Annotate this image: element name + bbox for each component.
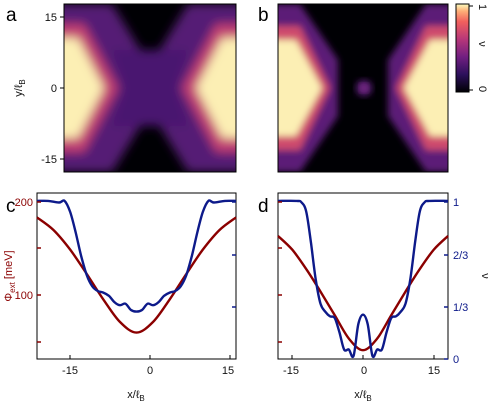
series-line-c-potential — [36, 216, 237, 334]
ytick-a-15: 15 — [45, 12, 57, 24]
colorbar-min-label: 0 — [476, 86, 488, 92]
xtick-d-0: 0 — [361, 365, 367, 377]
line-panel-c: -15 0 15 200 100 Φext [meV] x/ℓB — [3, 192, 237, 403]
panel-label-c: c — [6, 196, 16, 217]
xtick-d-neg15: -15 — [283, 365, 299, 377]
xtick-c-0: 0 — [147, 365, 153, 377]
x-axis-label-d: x/ℓB — [354, 389, 371, 403]
colorbar: 1 0 ν — [455, 3, 488, 93]
heatmap-b — [277, 3, 449, 173]
panel-d-frame — [277, 192, 449, 360]
ytick-c-200: 200 — [15, 197, 33, 209]
line-panel-d: -15 0 15 1 2/3 1/3 0 ν x/ℓB — [277, 192, 491, 403]
series-line-d-potential — [277, 235, 449, 352]
y-axis-label-filling: ν — [479, 273, 491, 279]
xtick-c-neg15: -15 — [62, 365, 78, 377]
xtick-d-15: 15 — [428, 365, 440, 377]
xtick-c-15: 15 — [222, 365, 234, 377]
panel-label-a: a — [6, 5, 17, 26]
colorbar-max-label: 1 — [476, 4, 488, 10]
heatmap-a-yaxis: 15 0 -15 y/ℓB — [13, 12, 64, 166]
series-line-c-filling — [36, 199, 237, 313]
ytick-d-0: 0 — [453, 354, 459, 366]
ytick-a-neg15: -15 — [41, 154, 57, 166]
heatmap-a — [63, 3, 237, 173]
y-axis-label-heatmap: y/ℓB — [13, 79, 27, 96]
ytick-d-2-3: 2/3 — [453, 250, 468, 262]
colorbar-label: ν — [476, 41, 488, 47]
panel-c-frame — [36, 192, 237, 360]
ytick-a-0: 0 — [51, 83, 57, 95]
y-axis-label-potential: Φext [meV] — [3, 250, 17, 301]
ytick-d-1: 1 — [453, 197, 459, 209]
ytick-c-100: 100 — [15, 290, 33, 302]
series-line-d-filling — [277, 199, 449, 359]
x-axis-label-c: x/ℓB — [127, 389, 144, 403]
ytick-d-1-3: 1/3 — [453, 302, 468, 314]
panel-label-b: b — [258, 5, 269, 26]
panel-label-d: d — [258, 196, 269, 217]
